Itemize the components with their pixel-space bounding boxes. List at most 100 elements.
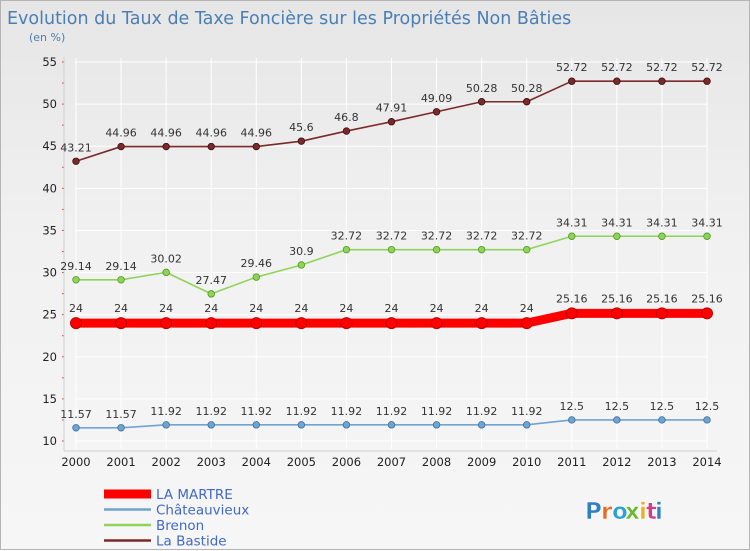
data-label: 34.31 xyxy=(556,216,588,229)
data-label: 24 xyxy=(385,302,399,315)
data-label: 29.46 xyxy=(241,257,273,270)
data-label: 11.92 xyxy=(331,405,363,418)
data-point xyxy=(117,276,125,284)
data-point xyxy=(387,245,396,254)
data-point xyxy=(117,424,125,432)
data-label: 50.28 xyxy=(466,82,498,95)
data-label: 11.92 xyxy=(511,405,543,418)
data-label: 43.21 xyxy=(60,141,92,154)
data-label: 24 xyxy=(204,302,218,315)
data-label: 52.72 xyxy=(556,61,588,74)
x-tick-label: 2010 xyxy=(512,455,541,469)
data-point xyxy=(162,142,170,151)
data-label-layer: 43.21 44.96 44.96 44.96 44.96 45.6 46.8 47.91 49… xyxy=(60,61,723,421)
y-tick-label: 25 xyxy=(42,308,57,322)
data-point xyxy=(703,77,711,85)
proxiti-logo-letter: t xyxy=(646,499,657,525)
data-label: 11.92 xyxy=(241,405,273,418)
data-point xyxy=(162,268,170,277)
y-tick-label: 30 xyxy=(42,266,57,280)
legend-label: LA MARTRE xyxy=(156,487,233,503)
data-label: 44.96 xyxy=(195,127,227,140)
data-label: 34.31 xyxy=(601,216,633,229)
data-label: 27.47 xyxy=(195,274,227,287)
x-tick-label: 2013 xyxy=(647,455,676,469)
data-label: 24 xyxy=(294,302,308,315)
data-point xyxy=(432,108,441,116)
data-label: 44.96 xyxy=(150,127,182,140)
data-label: 46.8 xyxy=(334,111,359,124)
data-point xyxy=(117,142,125,151)
y-tick-label: 20 xyxy=(42,350,57,364)
data-point xyxy=(205,317,218,330)
data-point xyxy=(252,421,260,429)
data-point xyxy=(295,317,308,330)
data-point xyxy=(613,416,621,424)
data-point xyxy=(565,307,578,320)
data-label: 44.96 xyxy=(241,127,273,140)
data-point xyxy=(477,421,486,429)
data-point xyxy=(342,421,351,429)
data-point xyxy=(72,276,80,284)
x-tick-label: 2008 xyxy=(422,455,451,469)
grid-layer xyxy=(75,58,708,449)
data-point xyxy=(340,317,353,330)
y-tick-label: 45 xyxy=(42,139,57,153)
data-point xyxy=(250,317,263,330)
data-label: 49.09 xyxy=(421,92,453,105)
data-point xyxy=(387,421,396,429)
data-label: 11.57 xyxy=(105,408,137,421)
data-label: 12.5 xyxy=(650,400,675,413)
data-label: 12.5 xyxy=(695,400,720,413)
data-point xyxy=(387,118,396,126)
x-tick-label: 2007 xyxy=(377,455,406,469)
data-point xyxy=(703,416,711,424)
data-point xyxy=(342,127,351,135)
chart-title: Evolution du Taux de Taxe Foncière sur l… xyxy=(7,9,571,29)
x-tick-label: 2002 xyxy=(152,455,181,469)
proxiti-logo-letter: x xyxy=(625,499,640,525)
x-tick-label: 2014 xyxy=(692,455,721,469)
data-point xyxy=(475,317,488,330)
data-point xyxy=(658,416,666,424)
data-label: 52.72 xyxy=(646,61,678,74)
x-tick-label: 2006 xyxy=(332,455,361,469)
data-label: 45.6 xyxy=(289,121,314,134)
data-point xyxy=(162,421,170,429)
y-tick-label: 50 xyxy=(42,97,57,111)
data-point xyxy=(297,421,306,429)
data-label: 32.72 xyxy=(421,230,453,243)
legend-label: La Bastide xyxy=(156,534,227,550)
legend-label: Châteauvieux xyxy=(156,503,249,519)
data-point xyxy=(658,77,666,85)
data-label: 24 xyxy=(430,302,444,315)
data-point xyxy=(658,232,666,240)
data-point xyxy=(610,307,623,320)
data-label: 25.16 xyxy=(601,292,633,305)
data-label: 11.57 xyxy=(60,408,92,421)
data-label: 32.72 xyxy=(331,230,363,243)
data-point xyxy=(613,77,621,85)
data-label: 11.92 xyxy=(466,405,498,418)
data-point xyxy=(568,77,576,85)
data-label: 30.02 xyxy=(150,252,182,265)
data-label: 11.92 xyxy=(195,405,227,418)
data-point xyxy=(207,142,215,151)
proxiti-logo-letter: r xyxy=(601,499,613,525)
data-label: 34.31 xyxy=(691,216,723,229)
data-label: 24 xyxy=(339,302,353,315)
proxiti-logo-letter: i xyxy=(639,499,647,525)
series-layer xyxy=(70,77,713,432)
data-point xyxy=(115,317,128,330)
chart-subtitle: (en %) xyxy=(29,31,65,44)
data-label: 24 xyxy=(69,302,83,315)
data-label: 24 xyxy=(114,302,128,315)
data-label: 34.31 xyxy=(646,216,678,229)
data-point xyxy=(703,232,711,240)
data-point xyxy=(207,421,215,429)
x-tick-label: 2001 xyxy=(106,455,135,469)
x-tick-label: 2005 xyxy=(287,455,316,469)
